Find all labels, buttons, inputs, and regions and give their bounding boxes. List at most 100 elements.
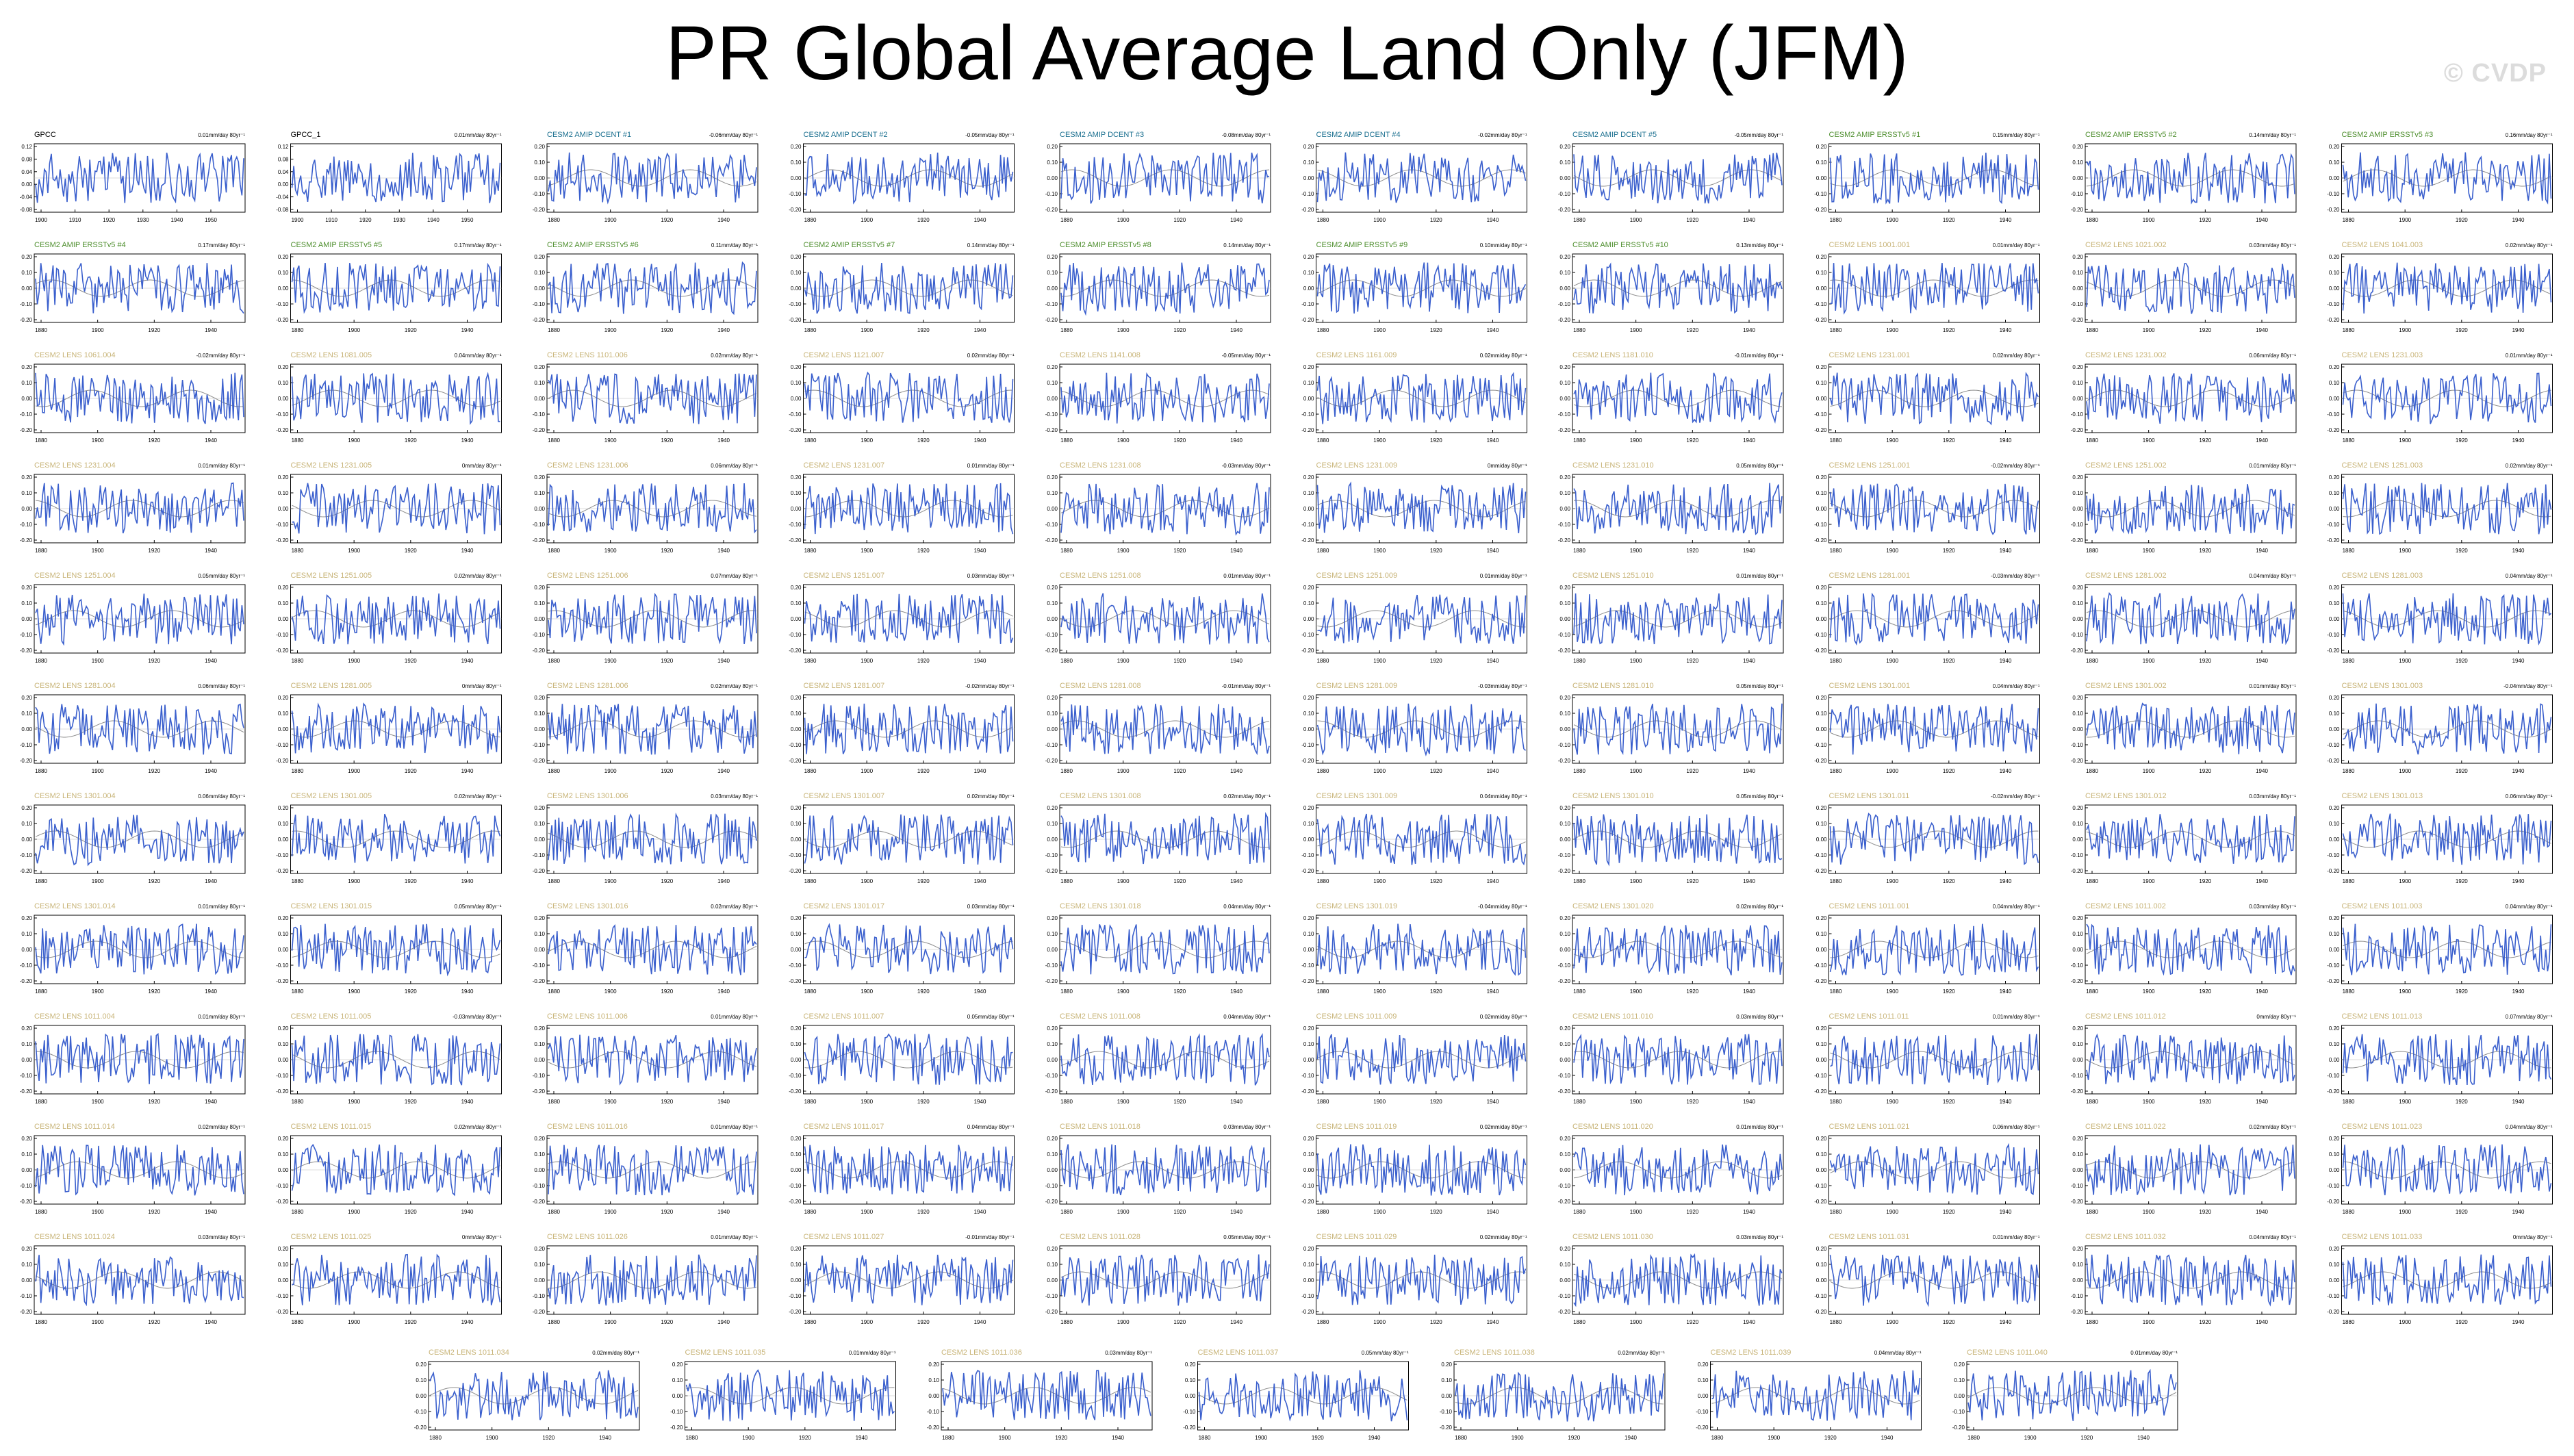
series-line: [1573, 925, 1783, 975]
series-line: [1060, 483, 1270, 536]
panel-title: CESM2 AMIP ERSSTv5 #7: [804, 241, 895, 249]
panel-trend-label: 0.02mm/day 80yr⁻¹: [1736, 904, 1783, 910]
x-tick-label: 1920: [1943, 217, 1955, 223]
y-tick-label: 0.20: [791, 1025, 802, 1032]
x-tick-label: 1940: [974, 988, 986, 995]
x-tick-label: 1880: [548, 437, 560, 444]
y-tick-label: -0.20: [20, 317, 33, 323]
chart-panel: CESM2 LENS 1251.009 0.01mm/day 80yr⁻¹0.20…: [1301, 572, 1527, 664]
x-tick-label: 1880: [429, 1435, 442, 1441]
x-tick-label: 1940: [974, 1099, 986, 1105]
x-tick-label: 1900: [1886, 878, 1898, 884]
x-tick-label: 1920: [1686, 217, 1698, 223]
x-tick-label: 1880: [1317, 217, 1329, 223]
y-tick-label: 0.00: [2072, 1277, 2083, 1283]
panel-title: CESM2 LENS 1281.006: [547, 682, 628, 690]
x-tick-label: 1950: [461, 217, 474, 223]
panel-trend-label: -0.01mm/day 80yr⁻¹: [1222, 683, 1271, 689]
panel-title: CESM2 LENS 1251.006: [547, 572, 628, 580]
x-tick-label: 1940: [205, 548, 217, 554]
chart-panel: CESM2 LENS 1231.008 -0.03mm/day 80yr⁻¹0.2…: [1045, 461, 1271, 554]
chart-panel: CESM2 LENS 1281.010 0.05mm/day 80yr⁻¹0.20…: [1558, 682, 1784, 774]
y-tick-label: -0.10: [1045, 1073, 1058, 1079]
x-tick-label: 1880: [2086, 658, 2098, 664]
y-tick-label: 0.00: [1816, 616, 1827, 622]
y-tick-label: 0.20: [1816, 254, 1827, 260]
chart-panel: CESM2 LENS 1021.002 0.03mm/day 80yr⁻¹0.20…: [2071, 241, 2297, 333]
y-tick-label: 0.00: [1559, 1167, 1570, 1173]
panel-title: CESM2 LENS 1301.015: [291, 902, 372, 910]
y-tick-label: -0.10: [1558, 1183, 1571, 1189]
x-tick-label: 1920: [1173, 878, 1186, 884]
y-tick-label: 0.10: [1303, 270, 1314, 276]
y-tick-label: 0.20: [1559, 364, 1570, 370]
y-tick-label: 0.10: [534, 600, 545, 606]
chart-panel: CESM2 LENS 1301.007 0.02mm/day 80yr⁻¹0.20…: [789, 792, 1015, 884]
y-tick-label: -0.20: [2071, 978, 2084, 984]
y-tick-label: -0.10: [276, 632, 289, 638]
x-tick-label: 1920: [917, 437, 930, 444]
panel-trend-label: -0.04mm/day 80yr⁻¹: [1478, 904, 1527, 910]
y-tick-label: 0.10: [1559, 931, 1570, 937]
x-tick-label: 1920: [661, 548, 673, 554]
y-tick-label: -0.20: [789, 1309, 802, 1315]
series-line: [1316, 481, 1527, 533]
panel-trend-label: 0.03mm/day 80yr⁻¹: [2249, 242, 2296, 248]
x-tick-label: 1900: [348, 658, 360, 664]
x-tick-label: 1940: [1487, 217, 1499, 223]
y-tick-label: 0.10: [928, 1377, 939, 1383]
y-tick-label: -0.20: [1301, 207, 1314, 213]
y-tick-label: -0.04: [276, 194, 289, 201]
chart-panel: CESM2 AMIP ERSSTv5 #4 0.17mm/day 80yr⁻¹0.…: [20, 241, 246, 333]
panel-title: CESM2 LENS 1281.010: [1572, 682, 1654, 690]
panel-title: CESM2 LENS 1011.034: [429, 1349, 509, 1357]
chart-panel: CESM2 LENS 1011.001 0.04mm/day 80yr⁻¹0.20…: [1814, 902, 2040, 995]
chart-panel: CESM2 LENS 1251.007 0.03mm/day 80yr⁻¹0.20…: [789, 572, 1015, 664]
y-tick-label: 0.00: [21, 726, 32, 732]
ensemble-mean-line: [1967, 1387, 2177, 1405]
series-line: [548, 813, 757, 865]
y-tick-label: -0.10: [276, 522, 289, 528]
y-tick-label: -0.10: [20, 301, 33, 307]
panel-title: CESM2 AMIP DCENT #1: [547, 131, 631, 139]
y-tick-label: -0.20: [1045, 1309, 1058, 1315]
y-tick-label: 0.10: [1954, 1377, 1965, 1383]
y-tick-label: -0.10: [1558, 632, 1571, 638]
y-tick-label: -0.20: [1301, 758, 1314, 764]
x-tick-label: 1920: [1824, 1435, 1837, 1441]
y-tick-label: 0.10: [2072, 600, 2083, 606]
x-tick-label: 1880: [1060, 768, 1073, 774]
y-tick-label: -0.10: [2327, 1293, 2340, 1299]
y-tick-label: 0.00: [21, 396, 32, 402]
y-tick-label: 0.20: [1559, 805, 1570, 811]
x-tick-label: 1940: [974, 658, 986, 664]
y-tick-label: 0.00: [278, 726, 289, 732]
x-tick-label: 1880: [548, 1099, 560, 1105]
panel-trend-label: 0.02mm/day 80yr⁻¹: [592, 1350, 639, 1356]
y-tick-label: 0.20: [791, 254, 802, 260]
y-tick-label: 0.00: [1816, 396, 1827, 402]
y-tick-label: 0.20: [1047, 474, 1058, 481]
y-tick-label: -0.10: [1814, 742, 1827, 748]
y-tick-label: -0.20: [789, 758, 802, 764]
x-tick-label: 1920: [1943, 1099, 1955, 1105]
x-tick-label: 1900: [1886, 1319, 1898, 1325]
y-tick-label: 0.10: [791, 931, 802, 937]
y-tick-label: 0.00: [1559, 506, 1570, 512]
x-tick-label: 1920: [1686, 437, 1698, 444]
x-tick-label: 1940: [2000, 327, 2012, 333]
y-tick-label: 0.00: [791, 285, 802, 292]
y-tick-label: 0.10: [1816, 380, 1827, 386]
chart-panel: CESM2 LENS 1011.019 0.02mm/day 80yr⁻¹0.20…: [1301, 1123, 1527, 1215]
y-tick-label: -0.10: [20, 1073, 33, 1079]
x-tick-label: 1880: [1830, 327, 1842, 333]
y-tick-label: 0.10: [1816, 270, 1827, 276]
chart-panel: CESM2 LENS 1011.014 0.02mm/day 80yr⁻¹0.20…: [20, 1123, 246, 1215]
y-tick-label: 0.20: [672, 1362, 683, 1368]
chart-panel: CESM2 LENS 1011.024 0.03mm/day 80yr⁻¹0.20…: [20, 1233, 246, 1325]
y-tick-label: -0.10: [2327, 411, 2340, 418]
series-line: [1573, 1144, 1783, 1196]
chart-panel: CESM2 LENS 1011.035 0.01mm/day 80yr⁻¹0.20…: [670, 1349, 896, 1441]
y-tick-label: 0.00: [1816, 175, 1827, 181]
x-tick-label: 1920: [148, 878, 160, 884]
